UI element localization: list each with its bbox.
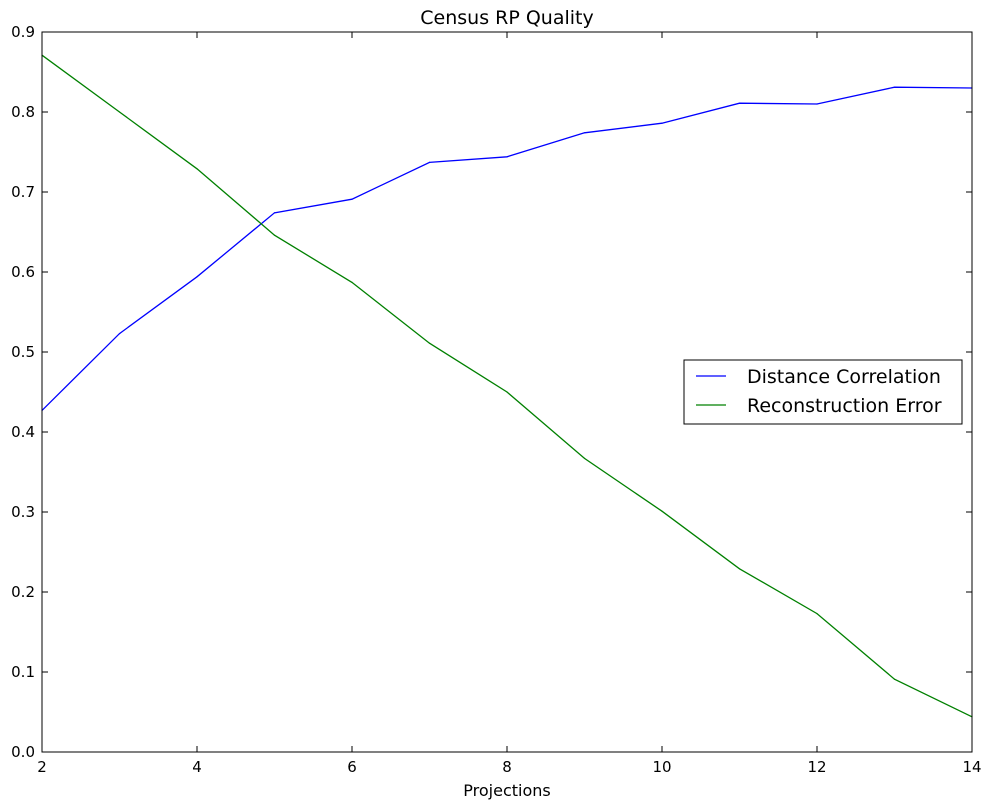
y-tick-label: 0.9 [11,23,35,41]
x-tick-label: 4 [192,758,202,776]
x-tick-label: 14 [962,758,981,776]
data-point-reconstruction-error [893,678,896,680]
data-point-distance-correlation [661,122,663,124]
y-tick-label: 0.7 [11,183,35,201]
y-tick-label: 0.1 [11,663,35,681]
data-point-distance-correlation [506,156,508,158]
data-point-distance-correlation [273,212,276,214]
data-point-reconstruction-error [661,510,663,512]
data-point-reconstruction-error [118,111,121,113]
x-tick-label: 12 [807,758,826,776]
x-tick-label: 8 [502,758,512,776]
data-point-reconstruction-error [816,613,818,615]
data-point-reconstruction-error [273,234,276,236]
legend: Distance Correlation Reconstruction Error [683,359,963,425]
data-point-distance-correlation [118,333,121,335]
y-tick-label: 0.3 [11,503,35,521]
x-tick-label: 2 [37,758,47,776]
data-point-distance-correlation [583,132,586,134]
chart-title: Census RP Quality [420,7,593,29]
data-point-distance-correlation [351,198,353,200]
x-axis-title: Projections [463,781,550,800]
data-point-distance-correlation [196,276,198,278]
data-point-reconstruction-error [428,342,431,344]
data-point-distance-correlation [738,102,741,104]
data-point-reconstruction-error [196,168,198,170]
series-layer [41,54,973,718]
legend-label: Reconstruction Error [747,395,942,417]
data-point-reconstruction-error [738,568,741,570]
data-point-distance-correlation [893,86,896,88]
y-tick-label: 0.2 [11,583,35,601]
x-tick-label: 6 [347,758,357,776]
data-point-distance-correlation [428,161,431,163]
legend-label: Distance Correlation [747,366,941,388]
y-tick-label: 0.0 [11,743,35,761]
data-point-reconstruction-error [351,281,353,283]
tick-layer: 2 4 6 8 10 12 14 0.0 0.1 0.2 0.3 0.4 0.5 0.6 0.7 0.8 0.9 [11,23,981,776]
data-point-reconstruction-error [583,457,586,459]
y-tick-label: 0.6 [11,263,35,281]
data-point-reconstruction-error [506,391,508,393]
data-point-distance-correlation [816,103,818,105]
y-tick-label: 0.8 [11,103,35,121]
y-tick-label: 0.5 [11,343,35,361]
y-tick-label: 0.4 [11,423,35,441]
legend-frame [683,359,963,425]
x-tick-label: 10 [652,758,671,776]
